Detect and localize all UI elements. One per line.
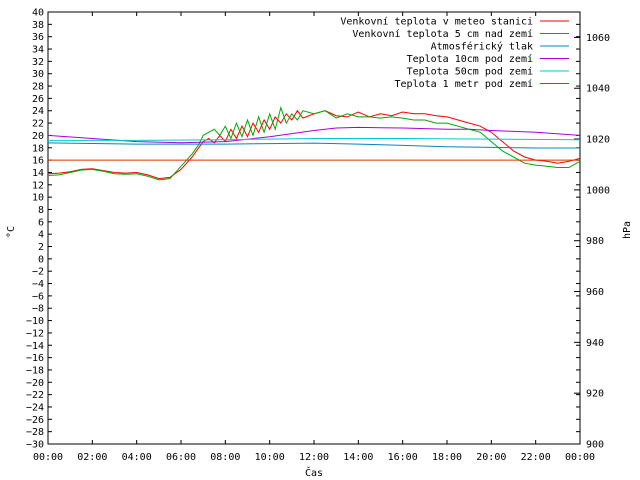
y-tick-label: −8 xyxy=(32,304,44,315)
y-tick-label: 0 xyxy=(38,254,44,265)
y-tick-label: 34 xyxy=(32,45,44,56)
y-tick-label: 26 xyxy=(32,94,44,105)
x-tick-label: 14:00 xyxy=(343,452,373,463)
x-tick-label: 04:00 xyxy=(122,452,152,463)
y-tick-label: −10 xyxy=(26,316,44,327)
y-tick-label: 24 xyxy=(32,106,44,117)
y-tick-label: −16 xyxy=(26,353,44,364)
y2-tick-label: 940 xyxy=(586,338,604,349)
y-tick-label: −28 xyxy=(26,427,44,438)
y2-tick-label: 920 xyxy=(586,389,604,400)
x-tick-label: 06:00 xyxy=(166,452,196,463)
y-tick-label: 2 xyxy=(38,242,44,253)
y-tick-label: 38 xyxy=(32,20,44,31)
legend-label-5: Teplota 1 metr pod zemí xyxy=(395,78,533,90)
x-tick-label: 08:00 xyxy=(210,452,240,463)
y-tick-label: 30 xyxy=(32,69,44,80)
series-line-4 xyxy=(48,138,581,141)
y-tick-label: −14 xyxy=(26,341,44,352)
y2-tick-label: 960 xyxy=(586,287,604,298)
y-tick-label: 22 xyxy=(32,119,44,130)
legend-label-4: Teplota 50cm pod zemí xyxy=(407,66,533,78)
y-tick-label: 16 xyxy=(32,156,44,167)
y-axis-label: °C xyxy=(6,226,17,238)
y-tick-label: −2 xyxy=(32,267,44,278)
y-tick-label: 10 xyxy=(32,193,44,204)
x-tick-label: 18:00 xyxy=(432,452,462,463)
y-axis-ticks: 4038363432302826242220181614121086420−2−… xyxy=(26,8,580,451)
y-tick-label: 6 xyxy=(38,217,44,228)
x-tick-label: 00:00 xyxy=(33,452,63,463)
x-tick-label: 10:00 xyxy=(255,452,285,463)
legend-label-0: Venkovní teplota v meteo stanici xyxy=(340,16,533,28)
y-tick-label: −22 xyxy=(26,390,44,401)
y-tick-label: −26 xyxy=(26,415,44,426)
x-axis-label: Čas xyxy=(305,466,323,479)
y2-tick-label: 1000 xyxy=(586,185,610,196)
y-tick-label: 28 xyxy=(32,82,44,93)
x-axis-ticks: 00:00 02:00 04:00 06:00 08:00 10:00 12:00 14:00… xyxy=(33,12,595,463)
series-lines xyxy=(47,106,581,181)
x-tick-label: 12:00 xyxy=(299,452,329,463)
legend-label-2: Atmosférický tlak xyxy=(431,41,533,53)
y-tick-label: −4 xyxy=(32,279,44,290)
y2-tick-label: 980 xyxy=(586,236,604,247)
y-tick-label: −6 xyxy=(32,291,44,302)
y-tick-label: 18 xyxy=(32,143,44,154)
y-tick-label: 36 xyxy=(32,32,44,43)
y-tick-label: 14 xyxy=(32,168,44,179)
x-tick-label: 20:00 xyxy=(476,452,506,463)
y-tick-label: 4 xyxy=(38,230,44,241)
y-tick-label: 8 xyxy=(38,205,44,216)
y-tick-label: 20 xyxy=(32,131,44,142)
y-tick-label: −12 xyxy=(26,328,44,339)
y-tick-label: 32 xyxy=(32,57,44,68)
x-tick-label: 02:00 xyxy=(77,452,107,463)
y2-tick-label: 1020 xyxy=(586,135,610,146)
legend: Venkovní teplota v meteo staniciVenkovní… xyxy=(340,16,569,90)
y-tick-label: −24 xyxy=(26,402,44,413)
y-tick-label: 40 xyxy=(32,8,44,19)
y2-tick-label: 900 xyxy=(586,440,604,451)
series-line-0 xyxy=(47,109,581,180)
legend-label-3: Teplota 10cm pod zemí xyxy=(407,53,533,65)
y-tick-label: −18 xyxy=(26,365,44,376)
y-tick-label: 12 xyxy=(32,180,44,191)
x-tick-label: 22:00 xyxy=(521,452,551,463)
y-tick-label: −30 xyxy=(26,440,44,451)
series-line-2 xyxy=(47,142,580,149)
series-line-1 xyxy=(47,106,581,181)
y2-axis-ticks: 1060 1040 1020 1000 980 960 940 920 900 xyxy=(574,33,610,451)
x-tick-label: 16:00 xyxy=(388,452,418,463)
y-tick-label: −20 xyxy=(26,378,44,389)
y2-tick-label: 1040 xyxy=(586,84,610,95)
legend-label-1: Venkovní teplota 5 cm nad zemí xyxy=(352,28,533,40)
x-tick-label: 00:00 xyxy=(565,452,595,463)
y2-tick-label: 1060 xyxy=(586,33,610,44)
y2-axis-label: hPa xyxy=(622,221,633,239)
series-line-3 xyxy=(47,126,581,144)
